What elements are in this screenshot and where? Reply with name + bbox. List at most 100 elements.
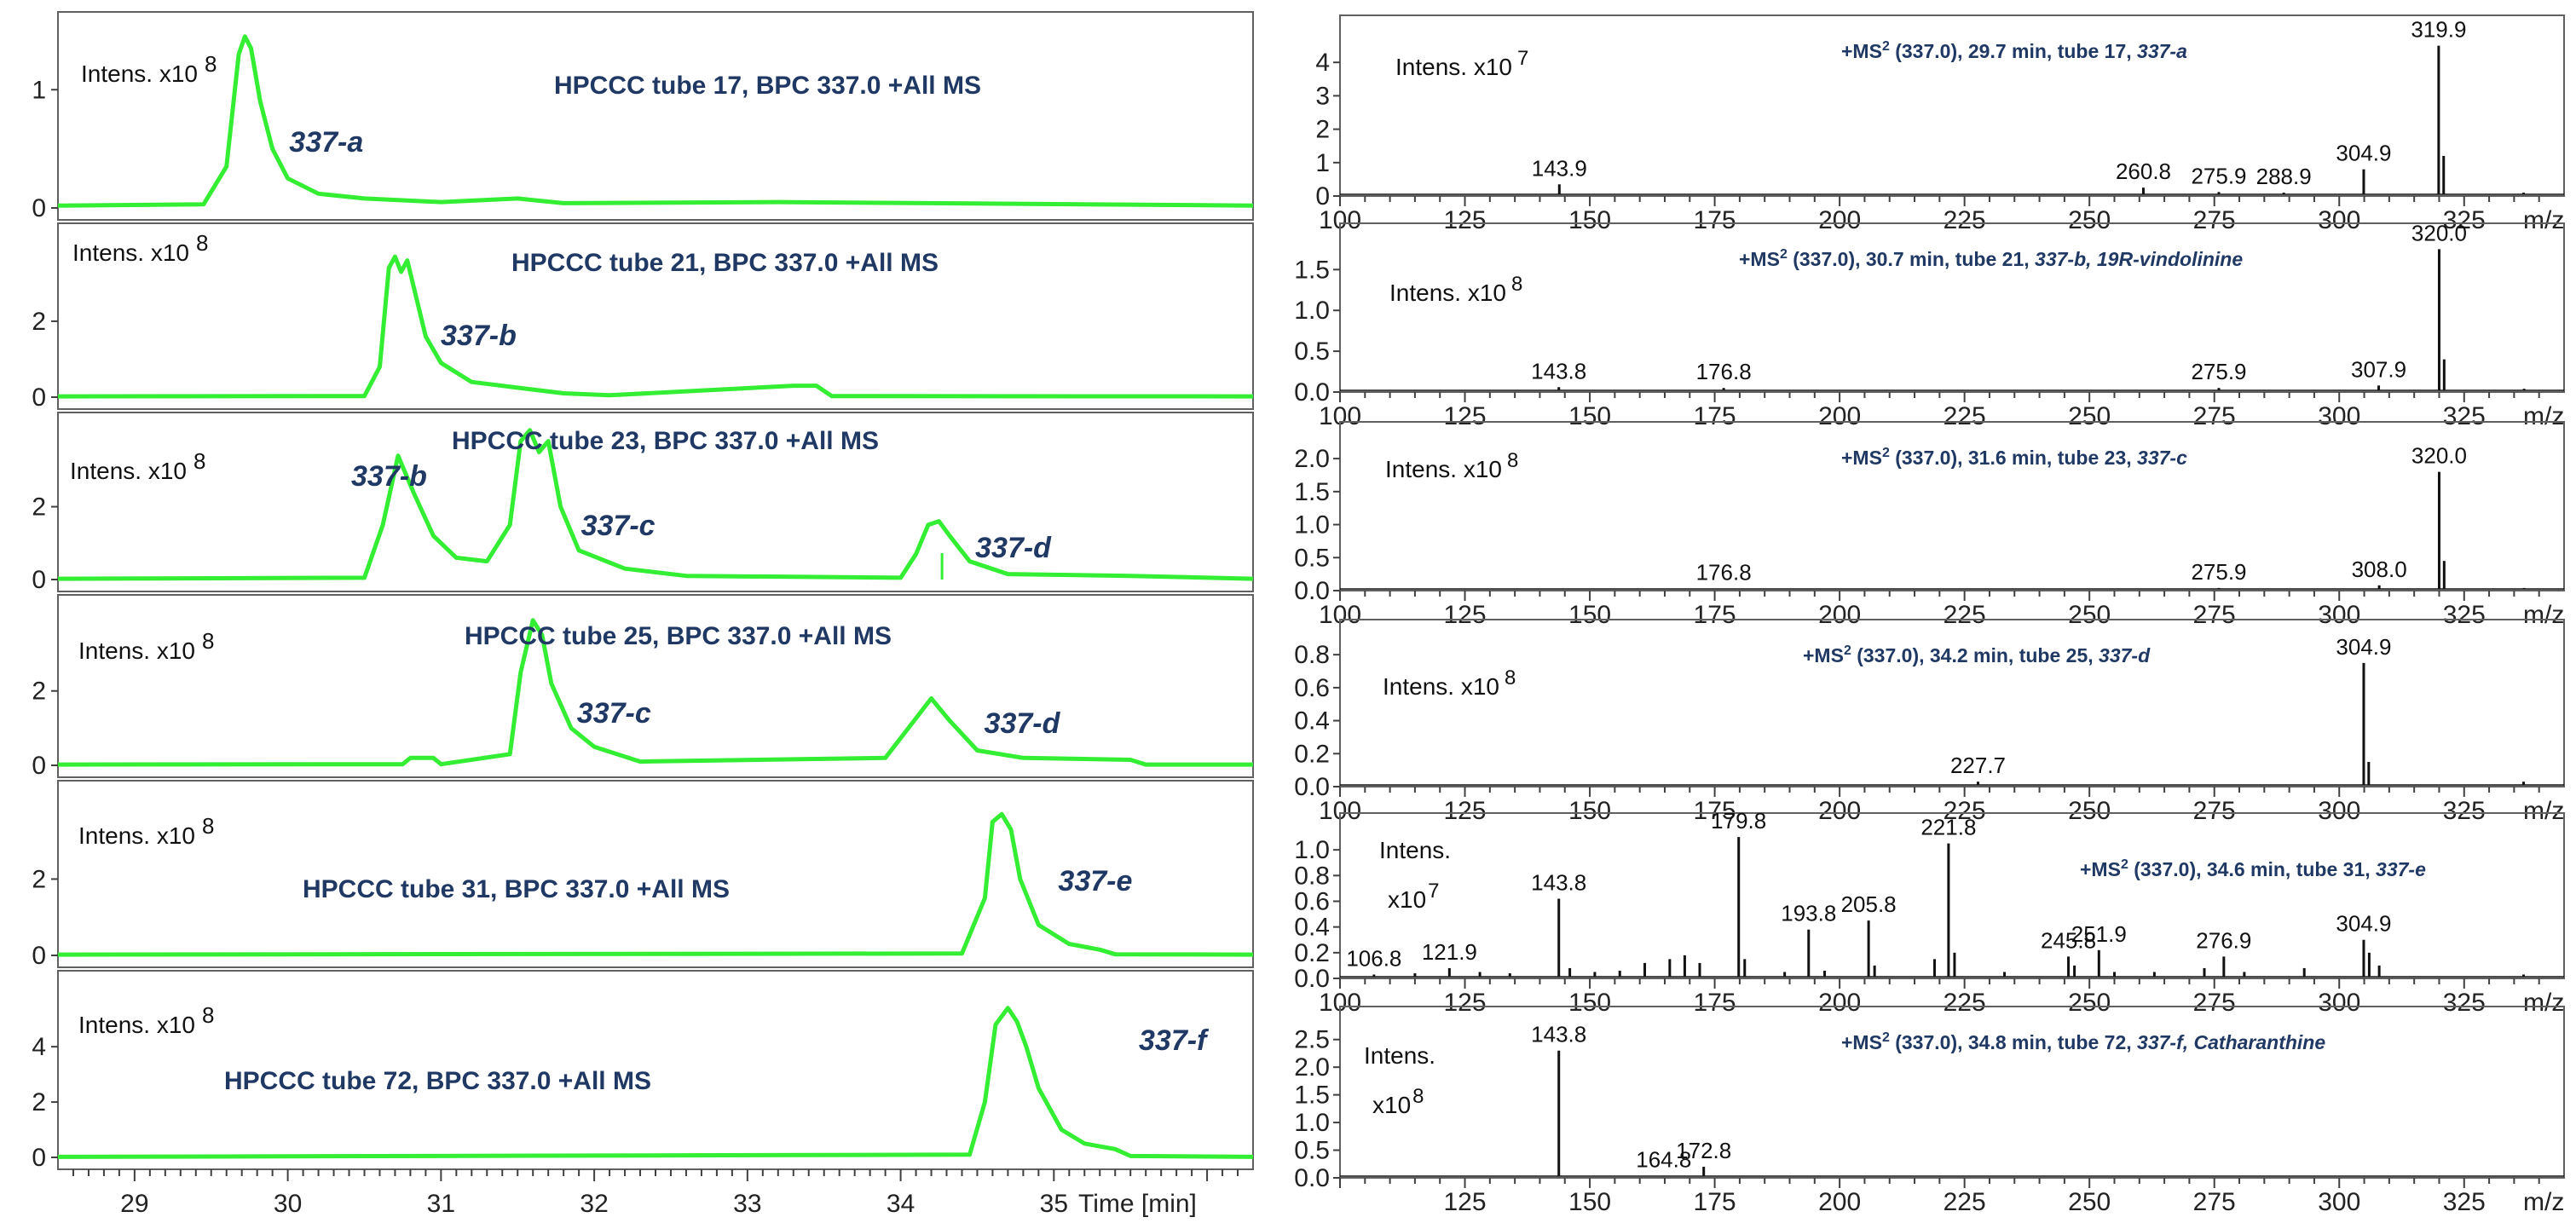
title-prefix: +MS bbox=[1841, 447, 1882, 469]
y-tick-label: 0 bbox=[32, 384, 46, 412]
y-tick-label: 0 bbox=[32, 752, 46, 780]
intensity-label: Intens. x10 8 bbox=[1383, 666, 1516, 700]
mz-tick-label: 325 bbox=[2443, 206, 2486, 234]
title-plain: (337.0), 34.6 min, tube 31, bbox=[2128, 858, 2376, 880]
intensity-main: x10 bbox=[1372, 1092, 1411, 1118]
mz-unit-label: m/z bbox=[2523, 206, 2564, 234]
mz-tick-label: 325 bbox=[2443, 402, 2486, 430]
intensity-label: Intens. x10 8 bbox=[78, 1002, 214, 1038]
mz-tick-label: 175 bbox=[1694, 402, 1736, 430]
mz-unit-label: m/z bbox=[2523, 1188, 2564, 1216]
mz-tick-label: 225 bbox=[1944, 601, 1986, 629]
y-tick-label: 2.5 bbox=[1294, 1026, 1330, 1054]
mz-tick-label: 150 bbox=[1568, 402, 1611, 430]
peak-mz-label: 143.8 bbox=[1531, 358, 1586, 384]
mz-tick-label: 150 bbox=[1568, 206, 1611, 234]
mz-tick-label: 275 bbox=[2193, 601, 2236, 629]
peak-mz-label: 205.8 bbox=[1841, 891, 1897, 917]
mz-tick-label: 150 bbox=[1568, 989, 1611, 1017]
intensity-main: Intens. x10 bbox=[1385, 456, 1502, 482]
intensity-exponent: 8 bbox=[202, 628, 214, 654]
mz-tick-label: 225 bbox=[1944, 206, 1986, 234]
peak-label: 337-c bbox=[581, 510, 656, 542]
chromatogram-trace bbox=[57, 811, 1254, 957]
y-tick-label: 2 bbox=[32, 1088, 46, 1116]
mz-tick-label: 200 bbox=[1818, 601, 1861, 629]
peak-label: 337-d bbox=[975, 532, 1052, 564]
mz-tick-label: 175 bbox=[1694, 797, 1736, 825]
intensity-main: Intens. x10 bbox=[72, 239, 189, 266]
intensity-main: Intens. x10 bbox=[78, 637, 195, 664]
intensity-exponent: 7 bbox=[1428, 880, 1439, 903]
mz-tick-label: 125 bbox=[1443, 206, 1486, 234]
mz-tick-label: 200 bbox=[1818, 989, 1861, 1017]
chromatogram-panel-2: 0 2 Intens. x10 8 HPCCC tube 21, BPC 337.0 +… bbox=[32, 222, 1254, 412]
peak-mz-label: 143.9 bbox=[1532, 155, 1587, 181]
mz-tick-label: 300 bbox=[2318, 402, 2360, 430]
mz-tick-label: 200 bbox=[1818, 1188, 1861, 1216]
peak-mz-label: 307.9 bbox=[2351, 356, 2406, 382]
peak-mz-label: 172.8 bbox=[1676, 1138, 1731, 1163]
y-tick-label: 2 bbox=[32, 678, 46, 706]
peak-mz-label: 308.0 bbox=[2352, 557, 2407, 582]
peak-mz-label: 320.0 bbox=[2411, 220, 2467, 245]
chromatogram-trace bbox=[57, 428, 1254, 581]
mz-tick-label: 200 bbox=[1818, 402, 1861, 430]
title-prefix: +MS bbox=[1841, 40, 1882, 62]
spectrum-frame bbox=[1339, 1006, 2565, 1179]
title-italic: 337-b, 19R-vindolinine bbox=[2035, 248, 2243, 270]
mz-tick-label: 275 bbox=[2193, 797, 2236, 825]
intensity-main: Intens. x10 bbox=[1389, 280, 1506, 306]
mz-tick-label: 225 bbox=[1944, 1188, 1986, 1216]
peak-label: 337-a bbox=[289, 126, 363, 159]
mz-tick-label: 225 bbox=[1944, 797, 1986, 825]
mz-tick-label: 275 bbox=[2193, 402, 2236, 430]
title-italic: 337-e bbox=[2376, 858, 2426, 880]
time-axis: 29 30 31 32 33 34 35 Time [min] bbox=[72, 1169, 1239, 1218]
y-tick-label: 0 bbox=[32, 566, 46, 594]
intensity-multiplier: x108 bbox=[1372, 1085, 1424, 1118]
peak-mz-label: 245.8 bbox=[2041, 927, 2096, 953]
y-tick-label: 0.8 bbox=[1294, 641, 1330, 669]
chromatogram-trace bbox=[57, 618, 1253, 767]
spectrum-frame bbox=[1339, 812, 2565, 979]
mz-tick-label: 325 bbox=[2443, 601, 2486, 629]
mz-tick-label: 125 bbox=[1443, 1188, 1486, 1216]
peak-mz-label: 106.8 bbox=[1346, 945, 1401, 971]
intensity-main: Intens. x10 bbox=[78, 1012, 195, 1038]
time-tick-label: 34 bbox=[887, 1190, 915, 1218]
spectrum-title: +MS2 (337.0), 34.8 min, tube 72, 337-f, … bbox=[1841, 1030, 2325, 1053]
mz-tick-label: 300 bbox=[2318, 206, 2360, 234]
mz-tick-label: 225 bbox=[1944, 989, 1986, 1017]
peak-mz-label: 176.8 bbox=[1696, 359, 1752, 384]
title-plain: (337.0), 30.7 min, tube 21, bbox=[1788, 248, 2035, 270]
peak-mz-label: 304.9 bbox=[2336, 141, 2391, 166]
intensity-main: Intens. x10 bbox=[70, 458, 187, 484]
intensity-label: Intens. x10 8 bbox=[78, 628, 214, 664]
mz-tick-label: 275 bbox=[2193, 989, 2236, 1017]
time-tick-label: 35 bbox=[1040, 1190, 1068, 1218]
spectrum-frame bbox=[1339, 222, 2565, 393]
chromatogram-panel-1: 0 1 Intens. x10 8 HPCCC tube 17, BPC 337.0 +… bbox=[32, 11, 1254, 222]
peak-mz-label: 164.8 bbox=[1636, 1146, 1691, 1172]
intensity-label: Intens. x10 8 bbox=[78, 813, 214, 849]
y-tick-label: 4 bbox=[32, 1033, 46, 1061]
chromatogram-frame bbox=[57, 222, 1254, 410]
peak-mz-label: 221.8 bbox=[1920, 815, 1976, 840]
mz-tick-label: 150 bbox=[1568, 601, 1611, 629]
y-tick-label: 0 bbox=[32, 1144, 46, 1172]
chromatogram-frame bbox=[57, 594, 1254, 778]
mz-tick-label: 300 bbox=[2318, 1188, 2360, 1216]
peak-label: 337-b bbox=[441, 320, 517, 352]
title-superscript: 2 bbox=[1882, 446, 1890, 460]
chromatogram-title: HPCCC tube 21, BPC 337.0 +All MS bbox=[511, 249, 939, 277]
intensity-exponent: 8 bbox=[196, 230, 208, 256]
mz-tick-label: 175 bbox=[1694, 206, 1736, 234]
peak-mz-label: 251.9 bbox=[2071, 921, 2127, 947]
y-tick-label: 0.5 bbox=[1294, 1137, 1330, 1165]
peak-mz-label: 304.9 bbox=[2336, 911, 2391, 937]
peak-mz-label: 288.9 bbox=[2256, 164, 2312, 189]
intensity-exponent: 8 bbox=[193, 448, 205, 474]
